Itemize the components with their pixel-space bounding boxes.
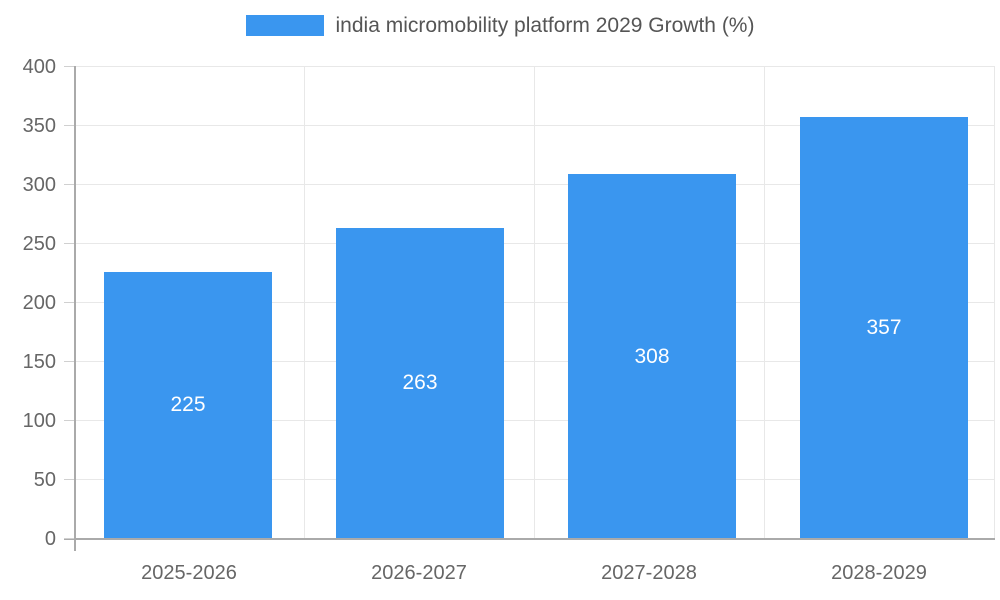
y-axis-line: [74, 66, 76, 551]
bar-value-2025-2026: 225: [170, 393, 206, 416]
y-tick-mark-350: [64, 125, 74, 126]
gridline-x-1: [304, 66, 305, 538]
y-tick-mark-0: [64, 538, 74, 539]
x-tick-label-2027-2028: 2027-2028: [601, 562, 697, 584]
y-tick-mark-50: [64, 479, 74, 480]
chart-legend: india micromobility platform 2029 Growth…: [0, 0, 1000, 62]
y-tick-label-0: 0: [44, 528, 56, 550]
y-tick-label-300: 300: [22, 174, 56, 196]
y-tick-mark-250: [64, 243, 74, 244]
y-tick-label-250: 250: [22, 233, 56, 255]
bar-value-2027-2028: 308: [634, 345, 670, 368]
y-tick-label-400: 400: [22, 56, 56, 78]
y-tick-label-150: 150: [22, 351, 56, 373]
x-tick-label-2028-2029: 2028-2029: [831, 562, 927, 584]
bar-value-2026-2027: 263: [402, 371, 438, 394]
plot-area: 225 263 308 357: [74, 66, 995, 538]
x-axis-line: [64, 538, 995, 540]
y-tick-mark-100: [64, 420, 74, 421]
y-tick-mark-300: [64, 184, 74, 185]
y-tick-mark-200: [64, 302, 74, 303]
legend-label: india micromobility platform 2029 Growth…: [335, 13, 755, 37]
y-tick-label-100: 100: [22, 410, 56, 432]
gridline-x-3: [764, 66, 765, 538]
y-tick-mark-150: [64, 361, 74, 362]
bar-2026-2027[interactable]: [336, 228, 504, 538]
x-tick-label-2026-2027: 2026-2027: [371, 562, 467, 584]
y-tick-label-350: 350: [22, 115, 56, 137]
bar-2028-2029[interactable]: [800, 117, 968, 538]
legend-color-swatch-icon: [245, 14, 324, 36]
gridline-x-2: [534, 66, 535, 538]
gridline-x-4: [994, 66, 995, 538]
legend-item-series-1[interactable]: india micromobility platform 2029 Growth…: [245, 13, 755, 37]
bar-2025-2026[interactable]: [104, 272, 272, 538]
y-tick-label-200: 200: [22, 292, 56, 314]
x-tick-label-2025-2026: 2025-2026: [141, 562, 237, 584]
y-tick-label-50: 50: [33, 469, 56, 491]
bar-2027-2028[interactable]: [568, 174, 736, 538]
y-tick-mark-400: [64, 66, 74, 67]
bar-value-2028-2029: 357: [866, 316, 902, 339]
